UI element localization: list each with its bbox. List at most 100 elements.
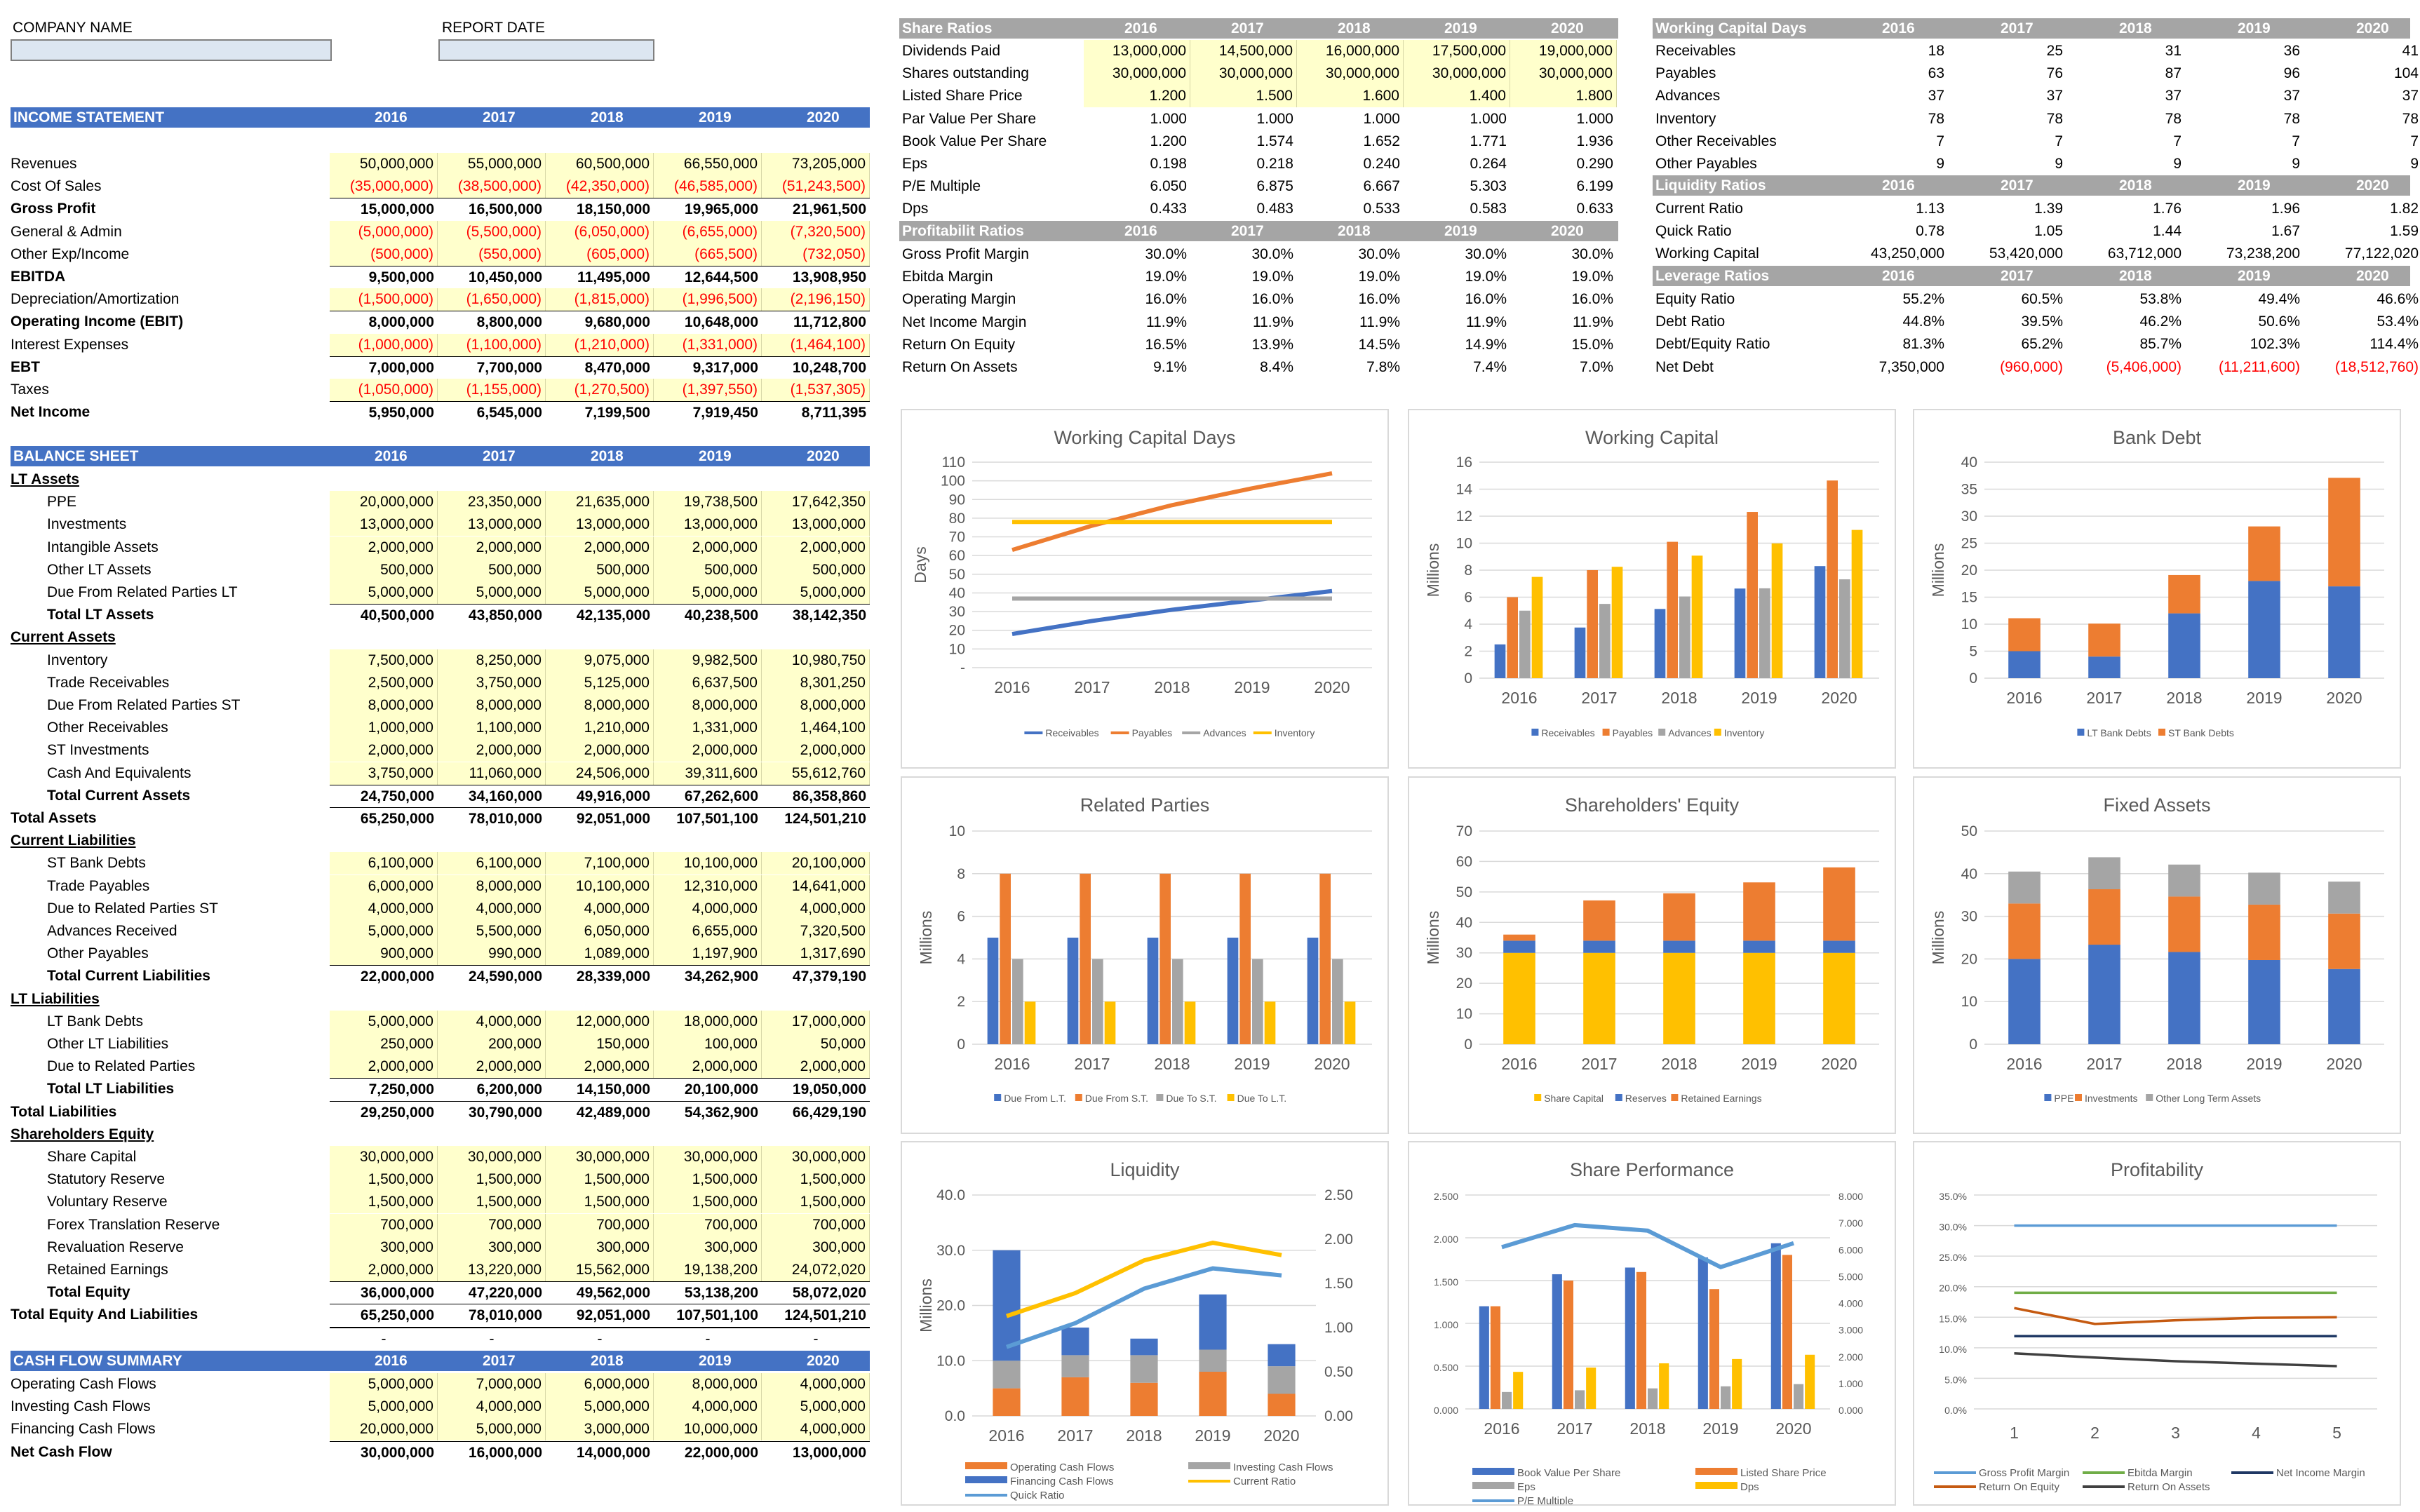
cell-value[interactable]: (1,397,550) (654, 379, 762, 401)
cell-value[interactable]: 7,320,500 (762, 920, 870, 943)
cell-value[interactable]: 2,500,000 (330, 671, 438, 694)
cell-value[interactable]: 1,500,000 (546, 1191, 654, 1214)
cell-value[interactable]: 5,000,000 (546, 1396, 654, 1419)
cell-value[interactable]: 8,000,000 (654, 694, 762, 717)
cell-value[interactable]: 5,000,000 (330, 920, 438, 943)
cell-value[interactable]: (6,050,000) (546, 220, 654, 243)
cell-value[interactable]: 19,138,200 (654, 1259, 762, 1281)
cell-value[interactable]: 17,000,000 (762, 1010, 870, 1033)
cell-value[interactable]: 3,750,000 (330, 762, 438, 785)
cell-value[interactable]: 1,464,100 (762, 717, 870, 740)
cell-value[interactable]: 30,000,000 (654, 1146, 762, 1168)
cell-value[interactable]: 14,500,000 (1190, 40, 1297, 62)
cell-value[interactable]: (46,585,000) (654, 175, 762, 198)
cell-value[interactable]: 30,000,000 (546, 1146, 654, 1168)
cell-value[interactable]: 500,000 (762, 558, 870, 581)
cell-value[interactable]: 1,500,000 (762, 1191, 870, 1214)
cell-value[interactable]: 4,000,000 (438, 1010, 546, 1033)
cell-value[interactable]: (605,000) (546, 243, 654, 266)
cell-value[interactable]: 4,000,000 (762, 1373, 870, 1396)
cell-value[interactable]: 1,331,000 (654, 717, 762, 740)
cell-value[interactable]: 1,500,000 (546, 1168, 654, 1192)
cell-value[interactable]: 10,980,750 (762, 649, 870, 672)
cell-value[interactable]: 5,000,000 (546, 581, 654, 604)
cell-value[interactable]: 3,750,000 (438, 671, 546, 694)
cell-value[interactable]: (1,270,500) (546, 379, 654, 401)
cell-value[interactable]: 20,000,000 (330, 1418, 438, 1441)
cell-value[interactable]: 5,000,000 (654, 581, 762, 604)
cell-value[interactable]: 30,000,000 (1190, 62, 1297, 86)
cell-value[interactable]: 1,089,000 (546, 943, 654, 966)
cell-value[interactable]: (1,996,500) (654, 288, 762, 311)
cell-value[interactable]: 5,000,000 (438, 1418, 546, 1441)
cell-value[interactable]: 700,000 (330, 1213, 438, 1236)
cell-value[interactable]: 30,000,000 (1297, 62, 1404, 86)
cell-value[interactable]: 2,000,000 (762, 536, 870, 559)
cell-value[interactable]: 18,000,000 (654, 1010, 762, 1033)
cell-value[interactable]: 73,205,000 (762, 153, 870, 175)
cell-value[interactable]: (550,000) (438, 243, 546, 266)
cell-value[interactable]: 23,350,000 (438, 491, 546, 514)
cell-value[interactable]: (5,500,000) (438, 220, 546, 243)
cell-value[interactable]: 5,000,000 (330, 1396, 438, 1419)
cell-value[interactable]: 10,000,000 (654, 1418, 762, 1441)
cell-value[interactable]: 2,000,000 (438, 739, 546, 762)
cell-value[interactable]: 2,000,000 (762, 1055, 870, 1079)
cell-value[interactable]: 5,000,000 (438, 581, 546, 604)
cell-value[interactable]: 10,100,000 (546, 875, 654, 898)
cell-value[interactable]: 17,642,350 (762, 491, 870, 514)
cell-value[interactable]: 13,000,000 (330, 513, 438, 536)
cell-value[interactable]: 6,655,000 (654, 920, 762, 943)
cell-value[interactable]: (665,500) (654, 243, 762, 266)
cell-value[interactable]: 30,000,000 (1084, 62, 1190, 86)
cell-value[interactable]: 39,311,600 (654, 762, 762, 785)
cell-value[interactable]: 4,000,000 (654, 1396, 762, 1419)
cell-value[interactable]: 5,000,000 (330, 1010, 438, 1033)
cell-value[interactable]: 3,000,000 (546, 1418, 654, 1441)
cell-value[interactable]: 19,738,500 (654, 491, 762, 514)
cell-value[interactable]: 50,000,000 (330, 153, 438, 175)
cell-value[interactable]: 1,317,690 (762, 943, 870, 966)
cell-value[interactable]: 30,000,000 (1404, 62, 1510, 86)
cell-value[interactable]: (1,331,000) (654, 333, 762, 356)
cell-value[interactable]: 5,000,000 (330, 581, 438, 604)
cell-value[interactable]: 66,550,000 (654, 153, 762, 175)
company-name-input[interactable] (11, 39, 332, 61)
cell-value[interactable]: 7,500,000 (330, 649, 438, 672)
cell-value[interactable]: 30,000,000 (438, 1146, 546, 1168)
cell-value[interactable]: (1,815,000) (546, 288, 654, 311)
cell-value[interactable]: 2,000,000 (762, 739, 870, 762)
cell-value[interactable]: 1,000,000 (330, 717, 438, 740)
cell-value[interactable]: 6,100,000 (330, 852, 438, 875)
cell-value[interactable]: 15,562,000 (546, 1259, 654, 1281)
cell-value[interactable]: (6,655,000) (654, 220, 762, 243)
cell-value[interactable]: 990,000 (438, 943, 546, 966)
cell-value[interactable]: 13,000,000 (762, 513, 870, 536)
cell-value[interactable]: 4,000,000 (330, 897, 438, 920)
cell-value[interactable]: 6,000,000 (546, 1373, 654, 1396)
cell-value[interactable]: 9,982,500 (654, 649, 762, 672)
cell-value[interactable]: 17,500,000 (1404, 40, 1510, 62)
cell-value[interactable]: 13,220,000 (438, 1259, 546, 1281)
cell-value[interactable]: 2,000,000 (654, 739, 762, 762)
cell-value[interactable]: 13,000,000 (438, 513, 546, 536)
cell-value[interactable]: 1,100,000 (438, 717, 546, 740)
cell-value[interactable]: 11,060,000 (438, 762, 546, 785)
cell-value[interactable]: 60,500,000 (546, 153, 654, 175)
cell-value[interactable]: 2,000,000 (438, 536, 546, 559)
cell-value[interactable]: 1,500,000 (330, 1191, 438, 1214)
cell-value[interactable]: 500,000 (654, 558, 762, 581)
cell-value[interactable]: 1,197,900 (654, 943, 762, 966)
cell-value[interactable]: (1,650,000) (438, 288, 546, 311)
cell-value[interactable]: 5,000,000 (330, 1373, 438, 1396)
cell-value[interactable]: 55,612,760 (762, 762, 870, 785)
cell-value[interactable]: (1,155,000) (438, 379, 546, 401)
cell-value[interactable]: 21,635,000 (546, 491, 654, 514)
cell-value[interactable]: (38,500,000) (438, 175, 546, 198)
report-date-input[interactable] (438, 39, 654, 61)
cell-value[interactable]: 19,000,000 (1510, 40, 1617, 62)
cell-value[interactable]: 2,000,000 (330, 1055, 438, 1079)
cell-value[interactable]: 5,125,000 (546, 671, 654, 694)
cell-value[interactable]: 24,072,020 (762, 1259, 870, 1281)
cell-value[interactable]: 1,500,000 (654, 1168, 762, 1192)
